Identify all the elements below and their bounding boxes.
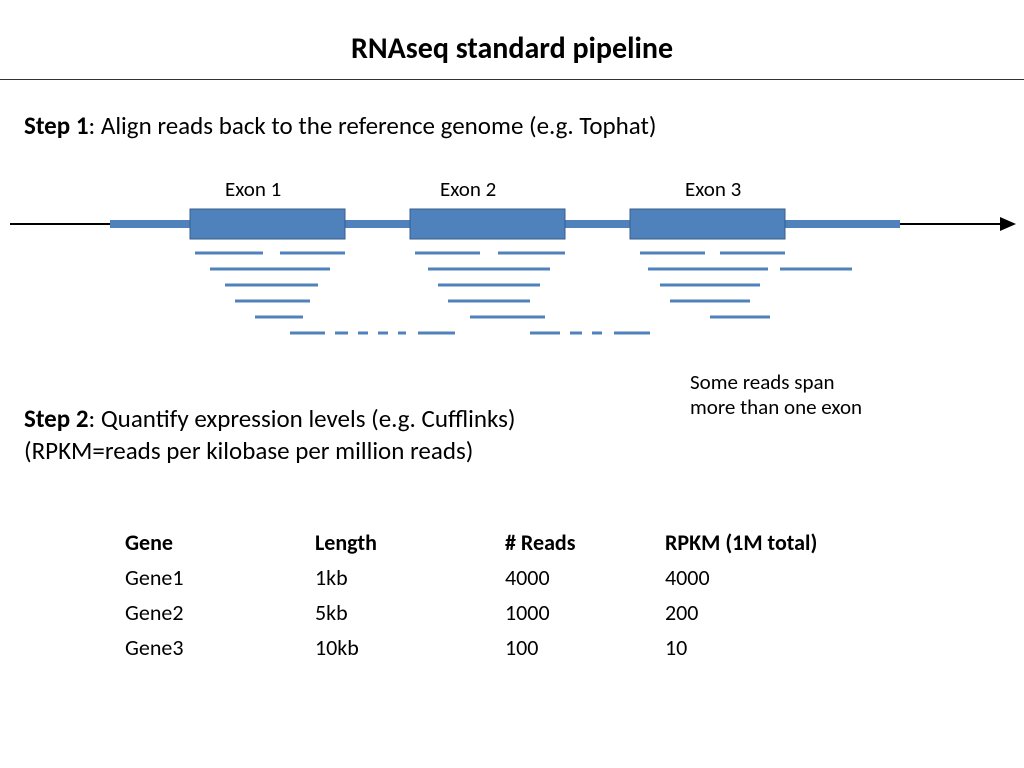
note-line2: more than one exon	[690, 395, 862, 420]
step1-text: Step 1: Align reads back to the referenc…	[0, 80, 1024, 143]
step2-desc1: : Quantify expression levels (e.g. Cuffl…	[89, 403, 516, 434]
col-gene: Gene	[125, 529, 315, 556]
step2-label: Step 2	[24, 403, 89, 434]
table-row: Gene1 1kb 4000 4000	[125, 560, 885, 595]
exon-label: Exon 1	[225, 176, 281, 202]
table-row: Gene2 5kb 1000 200	[125, 595, 885, 630]
step1-label: Step 1	[24, 110, 89, 141]
table-header: Gene Length # Reads RPKM (1M total)	[125, 525, 885, 560]
note-line1: Some reads span	[690, 370, 862, 395]
rpkm-table: Gene Length # Reads RPKM (1M total) Gene…	[125, 525, 885, 665]
col-rpkm: RPKM (1M total)	[665, 529, 885, 556]
step1-desc: : Align reads back to the reference geno…	[89, 110, 657, 141]
col-reads: # Reads	[505, 529, 665, 556]
step2-desc2: (RPKM=reads per kilobase per million rea…	[24, 435, 473, 466]
exon-label: Exon 2	[440, 176, 496, 202]
exon-label: Exon 3	[685, 176, 741, 202]
splice-note: Some reads span more than one exon	[690, 370, 862, 420]
table-row: Gene3 10kb 100 10	[125, 630, 885, 665]
col-length: Length	[315, 529, 505, 556]
exon-diagram	[0, 195, 1024, 365]
page-title: RNAseq standard pipeline	[0, 0, 1024, 79]
